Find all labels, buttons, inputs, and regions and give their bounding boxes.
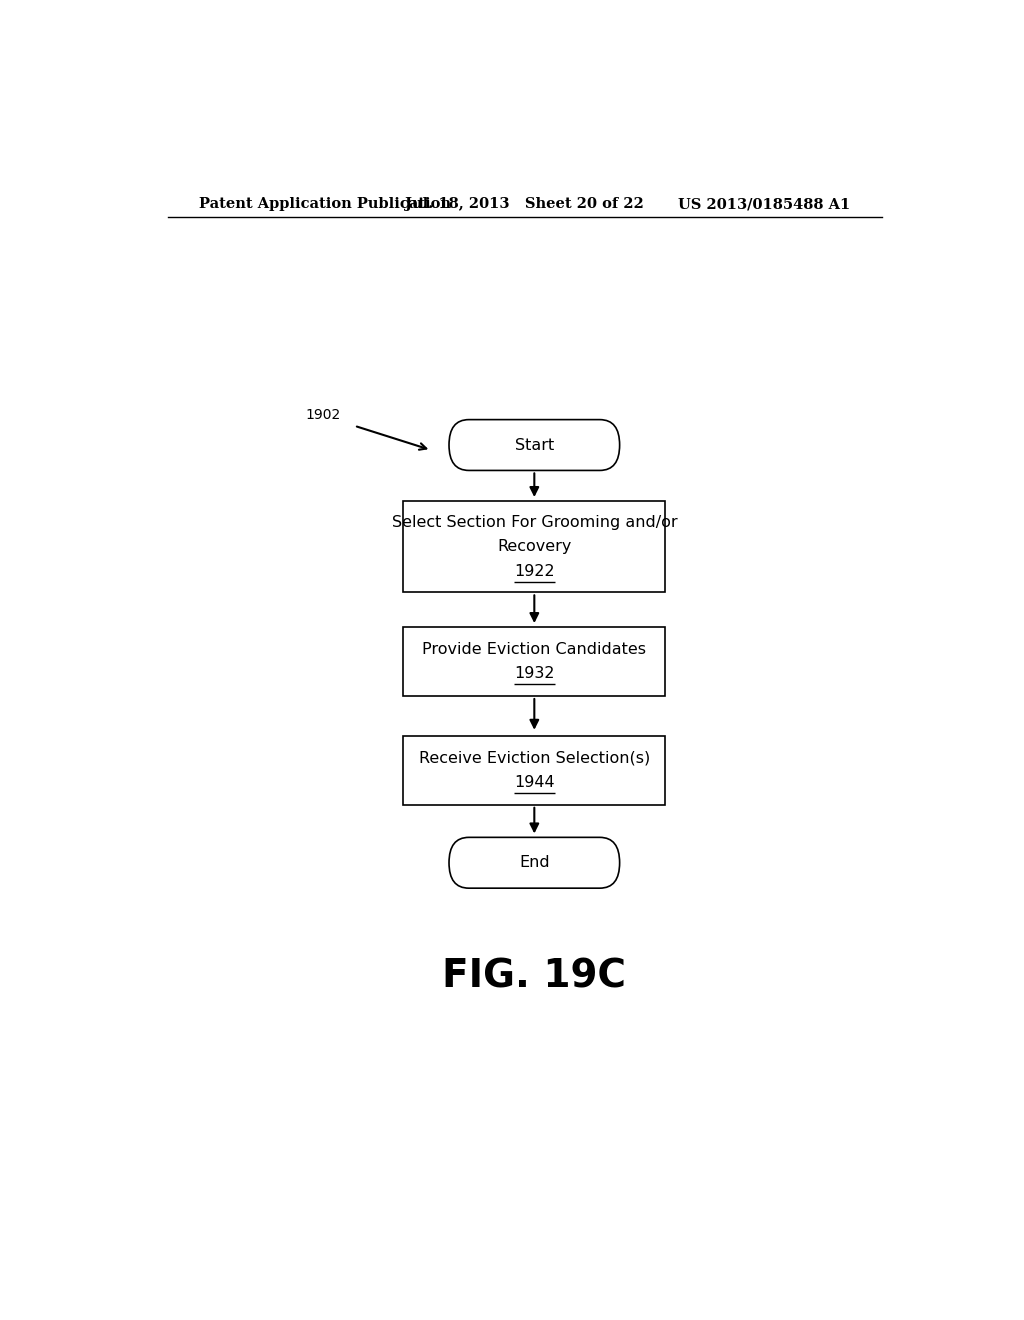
Text: Provide Eviction Candidates: Provide Eviction Candidates xyxy=(422,642,646,657)
Text: Recovery: Recovery xyxy=(497,539,571,554)
Text: FIG. 19C: FIG. 19C xyxy=(442,957,627,995)
Text: 1922: 1922 xyxy=(514,564,555,578)
FancyBboxPatch shape xyxy=(449,420,620,470)
Text: Start: Start xyxy=(515,437,554,453)
FancyBboxPatch shape xyxy=(403,735,666,805)
Text: Receive Eviction Selection(s): Receive Eviction Selection(s) xyxy=(419,751,650,766)
Text: Patent Application Publication: Patent Application Publication xyxy=(200,197,452,211)
FancyBboxPatch shape xyxy=(403,500,666,593)
Text: End: End xyxy=(519,855,550,870)
Text: US 2013/0185488 A1: US 2013/0185488 A1 xyxy=(678,197,850,211)
FancyBboxPatch shape xyxy=(403,627,666,696)
Text: Jul. 18, 2013   Sheet 20 of 22: Jul. 18, 2013 Sheet 20 of 22 xyxy=(406,197,644,211)
Text: 1902: 1902 xyxy=(305,408,341,421)
Text: Select Section For Grooming and/or: Select Section For Grooming and/or xyxy=(391,515,677,529)
Text: 1944: 1944 xyxy=(514,775,555,789)
Text: 1932: 1932 xyxy=(514,667,555,681)
FancyBboxPatch shape xyxy=(449,837,620,888)
